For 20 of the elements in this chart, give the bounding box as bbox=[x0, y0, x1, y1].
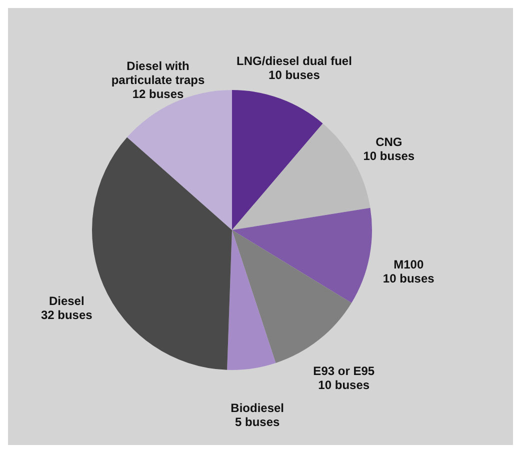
data-label: 10 buses bbox=[318, 378, 370, 392]
pie-slice bbox=[232, 90, 323, 230]
pie-slice bbox=[92, 137, 232, 370]
data-label: 5 buses bbox=[234, 415, 280, 430]
data-label: 10 buses bbox=[382, 272, 435, 286]
slice-label: M100 bbox=[394, 258, 424, 272]
slice-label: E93 or E95 bbox=[313, 364, 375, 378]
slice-label: LNG/diesel dual fuel bbox=[236, 54, 352, 68]
data-label: 10 buses bbox=[363, 148, 415, 163]
data-label: 12 buses bbox=[132, 86, 184, 101]
pie-slice bbox=[232, 230, 352, 363]
slice-label: CNG bbox=[376, 134, 402, 149]
slice-label: Biodiesel bbox=[230, 401, 284, 416]
data-label: 32 buses bbox=[40, 308, 93, 322]
pie-slice bbox=[127, 90, 232, 230]
data-label: 10 buses bbox=[268, 68, 320, 82]
slice-label: Diesel with particulate traps bbox=[111, 58, 206, 87]
pie-slice bbox=[227, 230, 276, 370]
slice-label: Diesel bbox=[48, 294, 84, 308]
pie-slice bbox=[232, 208, 372, 303]
